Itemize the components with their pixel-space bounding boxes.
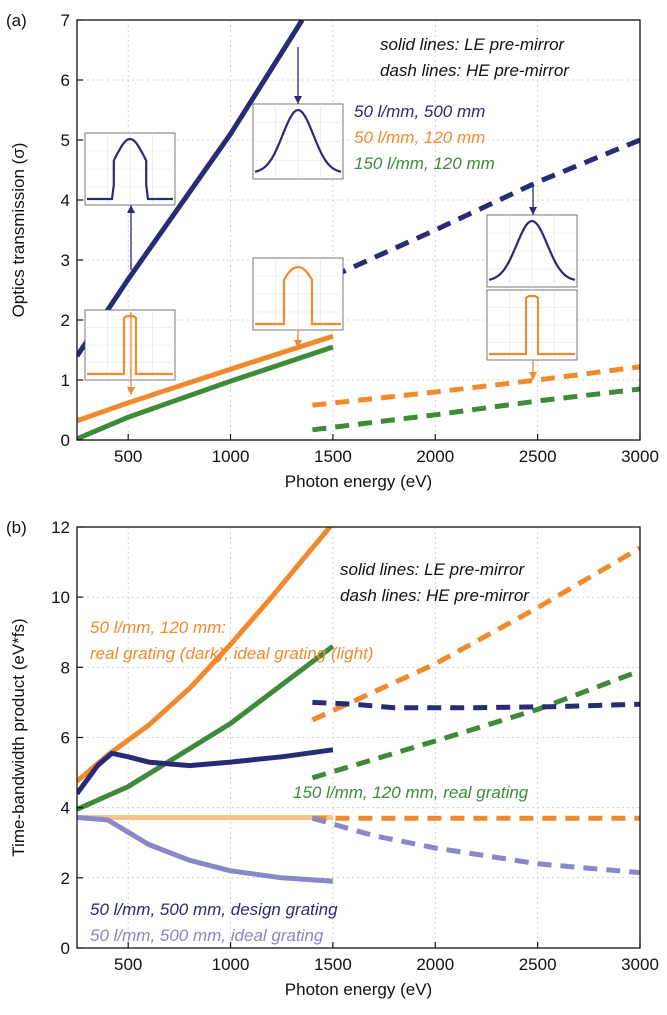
y-axis-label: Optics transmission (σ): [9, 143, 28, 318]
x-axis-label: Photon energy (eV): [285, 472, 432, 491]
legend-label-dark: 50 l/mm, 500 mm, design grating: [90, 900, 338, 919]
y-tick-label: 4: [61, 799, 70, 818]
legend-label-orange-line2: real grating (dark), ideal grating (ligh…: [90, 644, 373, 663]
inset-arrowhead: [294, 96, 302, 104]
series-line-lightpurple-solid: [77, 815, 334, 884]
inset-narrow-rect: [84, 309, 176, 381]
x-tick-label: 2000: [416, 955, 454, 974]
x-tick-label: 3000: [621, 447, 659, 466]
series-line-dark-dashed: [312, 699, 640, 711]
y-tick-label: 5: [61, 131, 70, 150]
legend-label-orange-line1: 50 l/mm, 120 mm:: [90, 618, 226, 637]
y-tick-label: 2: [61, 869, 70, 888]
inset-profile: [489, 294, 575, 356]
x-tick-label: 1000: [212, 955, 250, 974]
legend-label-dark: 50 l/mm, 500 mm: [354, 102, 485, 121]
y-tick-label: 7: [61, 11, 70, 30]
y-tick-label: 12: [51, 518, 70, 537]
inset-arrowhead: [294, 340, 302, 348]
y-tick-label: 0: [61, 939, 70, 958]
style-note-solid: solid lines: LE pre-mirror: [380, 35, 566, 54]
panel-label: (a): [6, 11, 27, 30]
inset-flat-top: [84, 132, 176, 206]
y-tick-label: 6: [61, 729, 70, 748]
series-line-green-dashed: [312, 386, 640, 433]
x-tick-label: 3000: [621, 955, 659, 974]
series-group: [77, 527, 640, 884]
style-note-dash: dash lines: HE pre-mirror: [380, 61, 570, 80]
inset-profile: [87, 314, 173, 376]
y-tick-label: 3: [61, 251, 70, 270]
legend-label-green: 150 l/mm, 120 mm: [354, 154, 495, 173]
inset-gaussian: [486, 214, 578, 288]
panel-b: 500 1000 1500 2000 2500 3000 0 2 4 6 8 10 12 Photon e…: [6, 518, 659, 999]
series-line-dark-dashed: [331, 137, 640, 279]
series-line-orange-dashed: [311, 545, 640, 723]
legend-label-green: 150 l/mm, 120 mm, real grating: [293, 783, 529, 802]
series-line-green-dashed: [311, 668, 640, 781]
y-tick-label: 8: [61, 658, 70, 677]
inset-profile: [488, 219, 576, 281]
y-tick-label: 1: [61, 371, 70, 390]
series-line-green-solid: [77, 344, 334, 440]
x-tick-label: 2500: [519, 447, 557, 466]
series-line-green-solid: [77, 644, 335, 812]
y-tick-label: 4: [61, 191, 70, 210]
panel-label: (b): [6, 518, 27, 537]
series-line-lightpurple-dashed: [311, 815, 640, 876]
series-line-orange-dashed: [312, 364, 640, 408]
panel-a: 500 1000 1500 2000 2500 3000 0 1 2 3 4 5 6 7 Photon en…: [6, 11, 659, 491]
plot-frame: [76, 19, 641, 441]
x-tick-label: 1500: [314, 447, 352, 466]
y-tick-label: 10: [51, 588, 70, 607]
inset-arrowhead: [529, 372, 537, 380]
inset-profile: [87, 137, 173, 201]
inset-profile: [255, 265, 341, 326]
legend-label-orange: 50 l/mm, 120 mm: [354, 128, 485, 147]
y-tick-label: 6: [61, 71, 70, 90]
series-line-dark-solid: [77, 747, 334, 796]
series-line-orange-solid: [77, 527, 334, 784]
x-tick-label: 2500: [519, 955, 557, 974]
series-line-orange-solid: [77, 333, 334, 424]
inset-profile: [254, 108, 342, 173]
style-note-solid: solid lines: LE pre-mirror: [340, 560, 526, 579]
x-tick-label: 2000: [416, 447, 454, 466]
x-tick-label: 1500: [314, 955, 352, 974]
inset-narrow-rect: [486, 289, 578, 361]
inset-arrowhead: [529, 207, 537, 215]
y-axis-label: Time-bandwidth product (eV*fs): [9, 618, 28, 856]
x-tick-label: 500: [114, 955, 142, 974]
inset-arrowhead: [127, 205, 135, 213]
y-tick-label: 2: [61, 311, 70, 330]
style-note-dash: dash lines: HE pre-mirror: [340, 586, 530, 605]
inset-rect-peak: [252, 257, 344, 331]
x-tick-label: 1000: [212, 447, 250, 466]
y-tick-label: 0: [61, 431, 70, 450]
legend-label-lightpurple: 50 l/mm, 500 mm, ideal grating: [90, 926, 324, 945]
x-tick-label: 500: [114, 447, 142, 466]
inset-arrowhead: [127, 387, 135, 395]
x-axis-label: Photon energy (eV): [285, 980, 432, 999]
inset-gaussian: [252, 103, 344, 180]
